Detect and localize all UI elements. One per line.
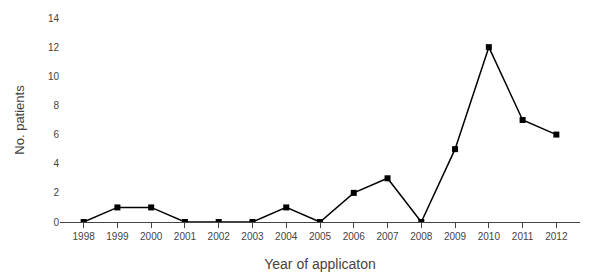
svg-text:2006: 2006 [343, 231, 366, 242]
svg-text:4: 4 [53, 158, 59, 169]
svg-text:2008: 2008 [410, 231, 433, 242]
svg-text:1998: 1998 [73, 231, 96, 242]
svg-text:6: 6 [53, 129, 59, 140]
svg-text:2002: 2002 [208, 231, 231, 242]
svg-text:2009: 2009 [444, 231, 467, 242]
svg-text:2001: 2001 [174, 231, 197, 242]
svg-text:2004: 2004 [275, 231, 298, 242]
svg-text:No. patients: No. patients [12, 85, 27, 155]
svg-text:2003: 2003 [241, 231, 264, 242]
svg-text:2007: 2007 [376, 231, 399, 242]
svg-text:2005: 2005 [309, 231, 332, 242]
svg-text:12: 12 [48, 42, 60, 53]
svg-text:2011: 2011 [512, 231, 534, 242]
svg-text:10: 10 [48, 71, 60, 82]
svg-text:14: 14 [48, 13, 60, 24]
svg-text:2010: 2010 [478, 231, 501, 242]
svg-text:2012: 2012 [545, 231, 568, 242]
svg-text:1999: 1999 [106, 231, 129, 242]
svg-text:2000: 2000 [140, 231, 163, 242]
svg-text:2: 2 [53, 187, 59, 198]
svg-text:8: 8 [53, 100, 59, 111]
svg-text:0: 0 [53, 217, 59, 228]
svg-text:Year of applicaton: Year of applicaton [264, 256, 376, 272]
